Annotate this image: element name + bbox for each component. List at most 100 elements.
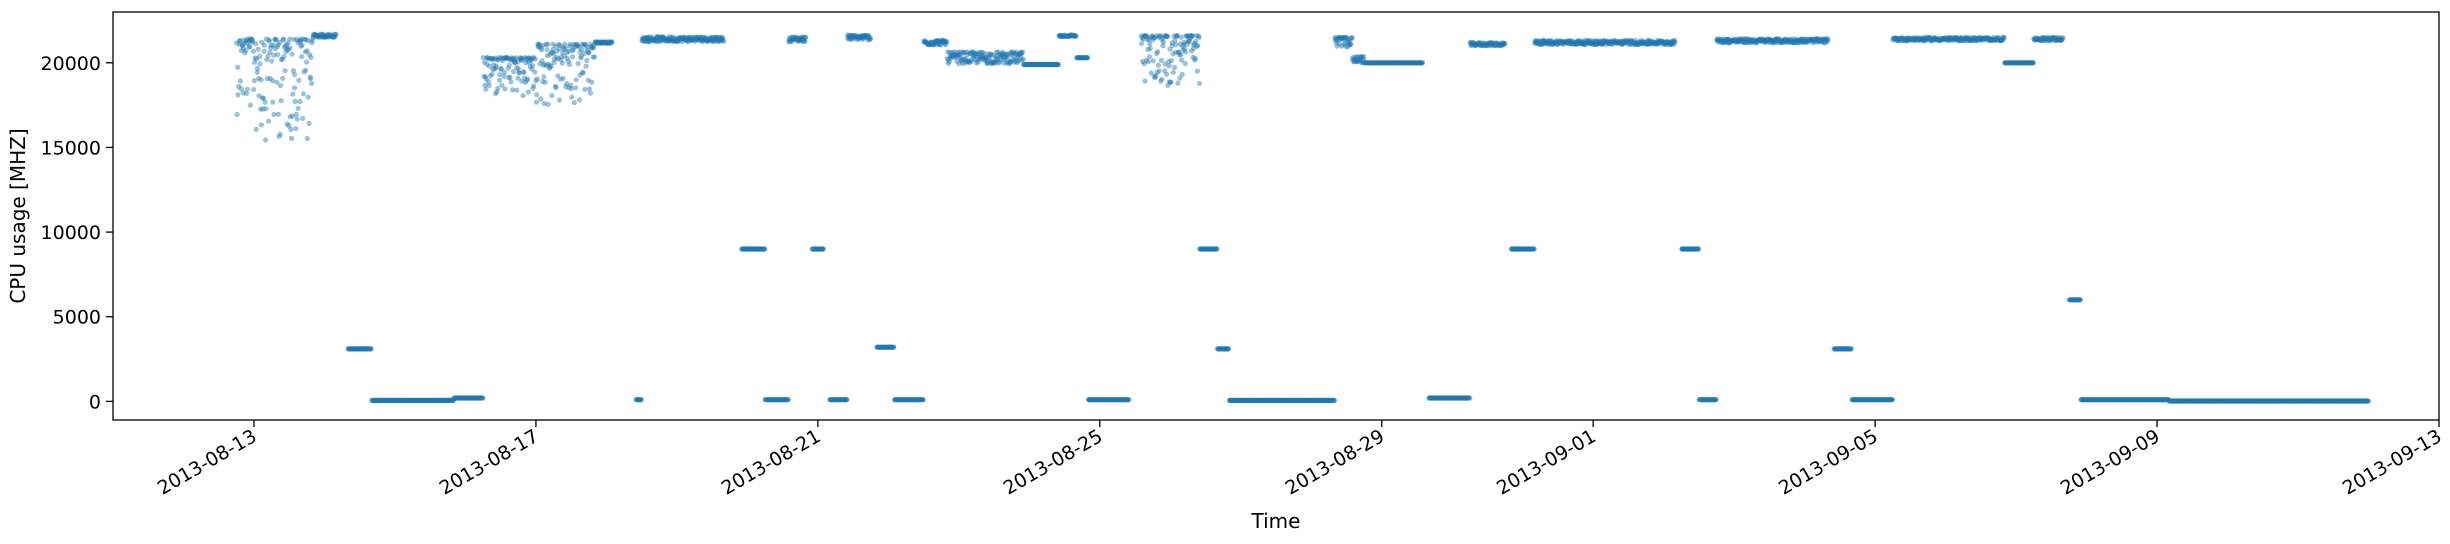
data-point [538,45,544,51]
y-axis-label: CPU usage [MHZ] [6,128,30,303]
data-point [352,346,358,352]
data-point [362,346,368,352]
data-point [519,78,525,84]
data-point [259,39,265,45]
data-point [803,34,809,40]
data-point [249,39,255,45]
data-point [643,35,649,41]
data-point [270,78,276,84]
data-point [393,397,399,403]
data-point [513,55,519,61]
data-point [529,66,535,72]
data-point [385,397,391,403]
data-point [514,87,520,93]
data-point [303,67,309,73]
y-tick-label: 0 [89,391,101,413]
data-point [588,44,594,50]
data-point [1146,54,1153,60]
data-point [531,55,537,61]
data-point [404,397,410,403]
data-point [294,37,300,43]
data-point [572,41,579,47]
data-point [521,70,527,76]
data-point [526,55,532,61]
data-point [552,83,559,89]
data-point [559,60,565,66]
data-point [694,34,700,41]
data-point [460,395,466,401]
data-point [583,63,589,69]
data-point [380,397,386,403]
data-point [354,346,360,352]
data-point [515,75,521,81]
data-point [679,35,685,41]
data-point [305,38,311,44]
data-point [486,63,493,69]
data-point [582,41,588,47]
data-point [412,397,418,403]
data-point [429,397,435,403]
data-point [351,346,357,352]
data-point [518,57,524,63]
data-point [235,64,241,70]
data-point [391,397,397,403]
data-point [312,32,318,39]
data-point [357,346,363,352]
data-point [258,106,264,112]
data-point [634,397,640,403]
data-point [254,66,260,72]
data-point [509,87,516,93]
data-point [554,48,560,54]
data-point [607,40,613,46]
data-point [653,38,659,44]
data-point [414,397,420,403]
data-point [397,397,403,403]
data-point [501,73,507,80]
data-point [481,59,487,65]
data-point [558,57,564,63]
data-point [1183,49,1189,55]
data-point [248,37,254,43]
data-point [499,55,506,61]
data-point [378,397,384,403]
data-point [644,35,651,41]
data-point [712,37,719,43]
data-point [309,37,315,43]
data-point [461,395,467,401]
data-point [301,69,307,75]
data-point [453,395,459,401]
data-point [418,397,424,403]
data-point [348,346,354,352]
data-point [678,35,684,41]
data-point [651,37,657,43]
data-point [291,36,297,42]
data-point [277,131,283,137]
data-point [541,101,547,107]
data-point [300,36,306,42]
data-point [472,395,478,401]
data-point [433,397,439,403]
data-point [524,55,530,61]
data-point [1164,71,1170,77]
data-point [250,48,256,54]
data-point [241,40,247,47]
data-point [392,397,398,403]
data-point [661,34,667,40]
data-point [281,53,287,60]
data-point [490,55,496,61]
data-point [276,133,282,140]
data-point [498,66,504,72]
data-point [686,37,692,43]
data-point [703,37,709,43]
data-point [599,40,605,46]
data-point [664,36,670,43]
data-point [660,35,666,41]
data-point [1150,58,1156,64]
data-point [545,41,551,47]
data-point [457,395,463,401]
data-point [1175,80,1181,86]
data-point [521,69,527,75]
data-point [604,40,610,46]
data-point [568,85,574,92]
data-point [392,397,399,403]
